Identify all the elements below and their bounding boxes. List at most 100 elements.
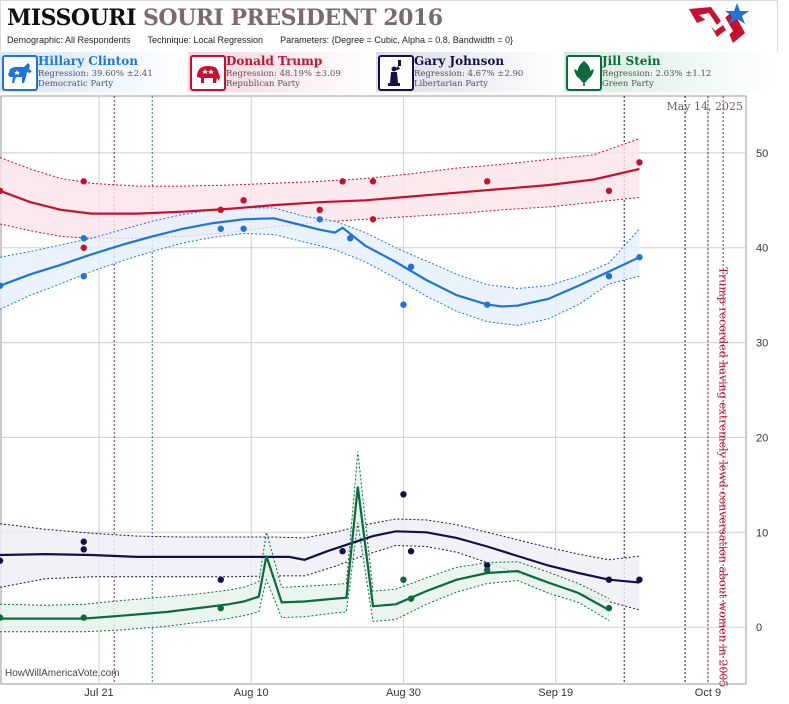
parameters-line: Demographic: All Respondents Technique: … bbox=[7, 35, 513, 45]
poll-point bbox=[316, 206, 323, 214]
poll-point bbox=[636, 576, 643, 583]
y-tick-label: 50 bbox=[756, 148, 768, 160]
date-label: May 14, 2025 bbox=[666, 100, 743, 113]
poll-chart: 0 10 20 30 40 50 Jul 21 Aug 10 Aug 30 Sep 19 Oct 9… bbox=[0, 95, 768, 699]
candidate-regression: Regression: 39.60% ±2.41 bbox=[38, 69, 153, 79]
y-tick-label: 10 bbox=[756, 527, 768, 539]
poll-point bbox=[400, 576, 407, 583]
title-sub: SOURI bbox=[143, 5, 224, 31]
poll-point bbox=[605, 187, 613, 195]
x-tick-label: Aug 30 bbox=[386, 687, 421, 699]
poll-point bbox=[636, 254, 643, 261]
candidate-regression: Regression: 2.03% ±1.12 bbox=[602, 69, 712, 79]
candidate-party: Democratic Party bbox=[38, 79, 114, 89]
candidate-name: Jill Stein bbox=[602, 54, 661, 68]
poll-point bbox=[316, 216, 323, 223]
x-tick-label: Jul 21 bbox=[84, 687, 113, 699]
title-state: MISSOURI bbox=[7, 5, 136, 31]
poll-point bbox=[483, 562, 491, 569]
confidence-band bbox=[0, 207, 640, 326]
poll-point bbox=[80, 546, 87, 553]
parameters-label: Parameters: bbox=[280, 35, 330, 45]
y-tick-label: 40 bbox=[756, 243, 768, 255]
poll-point bbox=[407, 263, 415, 270]
y-tick-label: 0 bbox=[756, 622, 762, 634]
x-tick-label: Oct 9 bbox=[695, 687, 721, 699]
trend-line bbox=[0, 217, 640, 308]
demographic-label: Demographic: bbox=[7, 35, 64, 45]
poll-point bbox=[217, 206, 224, 214]
x-tick-label: Aug 10 bbox=[234, 687, 269, 699]
poll-point bbox=[369, 178, 377, 185]
trend-line bbox=[0, 530, 640, 584]
poll-point bbox=[407, 595, 415, 602]
technique-label: Technique: bbox=[147, 35, 191, 45]
x-tick-label: Sep 19 bbox=[538, 687, 573, 699]
poll-point bbox=[80, 538, 87, 545]
poll-point bbox=[483, 566, 491, 574]
poll-point bbox=[400, 301, 407, 308]
candidate-party: Republican Party bbox=[226, 79, 300, 89]
candidate-card-clinton[interactable]: Hillary Clinton Regression: 39.60% ±2.41… bbox=[0, 52, 187, 92]
candidate-card-johnson[interactable]: Gary Johnson Regression: 4.67% ±2.90 Lib… bbox=[376, 52, 563, 92]
demographic-value: All Respondents bbox=[65, 35, 131, 45]
lower-bound-line bbox=[0, 522, 610, 633]
poll-point bbox=[217, 225, 224, 232]
poll-point bbox=[339, 548, 346, 555]
title-rest: PRESIDENT 2016 bbox=[230, 5, 444, 31]
poll-point bbox=[0, 557, 4, 564]
poll-point bbox=[217, 576, 224, 583]
elephant-icon bbox=[190, 55, 226, 91]
candidate-regression: Regression: 4.67% ±2.90 bbox=[414, 69, 524, 79]
poll-point bbox=[400, 491, 407, 498]
upper-bound-line bbox=[0, 138, 640, 187]
poll-point bbox=[80, 244, 87, 251]
poll-point bbox=[605, 604, 613, 612]
poll-point bbox=[339, 178, 346, 185]
leaf-icon bbox=[566, 55, 602, 91]
poll-point bbox=[0, 187, 4, 195]
poll-point bbox=[407, 548, 415, 555]
lower-bound-line bbox=[0, 197, 640, 239]
header: MISSOURI SOURI PRESIDENT 2016 Demographi… bbox=[0, 0, 778, 51]
confidence-band bbox=[0, 519, 640, 610]
page-title: MISSOURI SOURI PRESIDENT 2016 bbox=[7, 5, 443, 31]
event-annotation: Trump recorded having extremely lewd con… bbox=[717, 267, 730, 688]
poll-point bbox=[0, 282, 4, 289]
poll-point bbox=[80, 614, 87, 621]
candidate-party: Libertarian Party bbox=[414, 79, 489, 89]
poll-point bbox=[483, 301, 491, 308]
candidate-card-trump[interactable]: Donald Trump Regression: 48.19% ±3.09 Re… bbox=[188, 52, 375, 92]
poll-point bbox=[636, 159, 643, 166]
poll-point bbox=[0, 614, 4, 621]
y-tick-label: 20 bbox=[756, 432, 768, 444]
candidate-card-stein[interactable]: Jill Stein Regression: 2.03% ±1.12 Green… bbox=[564, 52, 774, 92]
poll-point bbox=[80, 272, 87, 280]
liberty-statue-icon bbox=[378, 55, 414, 91]
poll-point bbox=[369, 216, 377, 223]
poll-point bbox=[217, 604, 224, 612]
lower-bound-line bbox=[0, 232, 640, 327]
candidate-regression: Regression: 48.19% ±3.09 bbox=[226, 69, 341, 79]
upper-bound-line bbox=[0, 207, 640, 290]
poll-point bbox=[483, 178, 491, 185]
watermark: HowWillAmericaVote.com bbox=[5, 668, 120, 679]
star-logo-icon bbox=[689, 3, 749, 43]
poll-point bbox=[346, 235, 354, 242]
candidate-name: Gary Johnson bbox=[414, 54, 505, 68]
poll-point bbox=[605, 272, 613, 280]
poll-point bbox=[80, 178, 87, 185]
y-tick-label: 30 bbox=[756, 338, 768, 350]
candidate-name: Donald Trump bbox=[226, 54, 323, 68]
upper-bound-line bbox=[0, 518, 640, 561]
poll-point bbox=[240, 197, 247, 204]
trend-line bbox=[0, 167, 640, 215]
poll-point bbox=[605, 576, 613, 583]
poll-point bbox=[80, 235, 87, 242]
confidence-band bbox=[0, 451, 609, 632]
upper-bound-line bbox=[0, 451, 610, 606]
trend-line bbox=[0, 486, 610, 620]
parameters-value: {Degree = Cubic, Alpha = 0.8, Bandwidth … bbox=[331, 35, 514, 45]
candidate-legend: Hillary Clinton Regression: 39.60% ±2.41… bbox=[0, 52, 777, 92]
technique-value: Local Regression bbox=[193, 35, 264, 45]
